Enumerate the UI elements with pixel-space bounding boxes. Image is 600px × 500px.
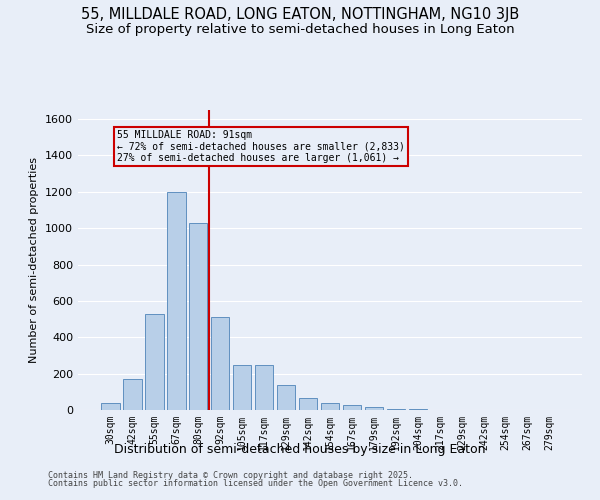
Text: Contains HM Land Registry data © Crown copyright and database right 2025.: Contains HM Land Registry data © Crown c… xyxy=(48,471,413,480)
Text: 55 MILLDALE ROAD: 91sqm
← 72% of semi-detached houses are smaller (2,833)
27% of: 55 MILLDALE ROAD: 91sqm ← 72% of semi-de… xyxy=(117,130,405,163)
Bar xyxy=(189,222,208,410)
Bar xyxy=(211,318,229,410)
Y-axis label: Number of semi-detached properties: Number of semi-detached properties xyxy=(29,157,40,363)
Bar xyxy=(233,366,251,410)
Bar xyxy=(255,366,274,410)
Text: Size of property relative to semi-detached houses in Long Eaton: Size of property relative to semi-detach… xyxy=(86,22,514,36)
Text: Distribution of semi-detached houses by size in Long Eaton: Distribution of semi-detached houses by … xyxy=(114,442,486,456)
Bar xyxy=(123,379,142,410)
Bar xyxy=(145,314,164,410)
Bar xyxy=(167,192,185,410)
Bar xyxy=(343,406,361,410)
Text: Contains public sector information licensed under the Open Government Licence v3: Contains public sector information licen… xyxy=(48,478,463,488)
Bar xyxy=(299,398,317,410)
Bar xyxy=(386,408,405,410)
Bar xyxy=(277,384,295,410)
Bar xyxy=(101,402,119,410)
Bar xyxy=(365,408,383,410)
Text: 55, MILLDALE ROAD, LONG EATON, NOTTINGHAM, NG10 3JB: 55, MILLDALE ROAD, LONG EATON, NOTTINGHA… xyxy=(81,8,519,22)
Bar xyxy=(320,402,340,410)
